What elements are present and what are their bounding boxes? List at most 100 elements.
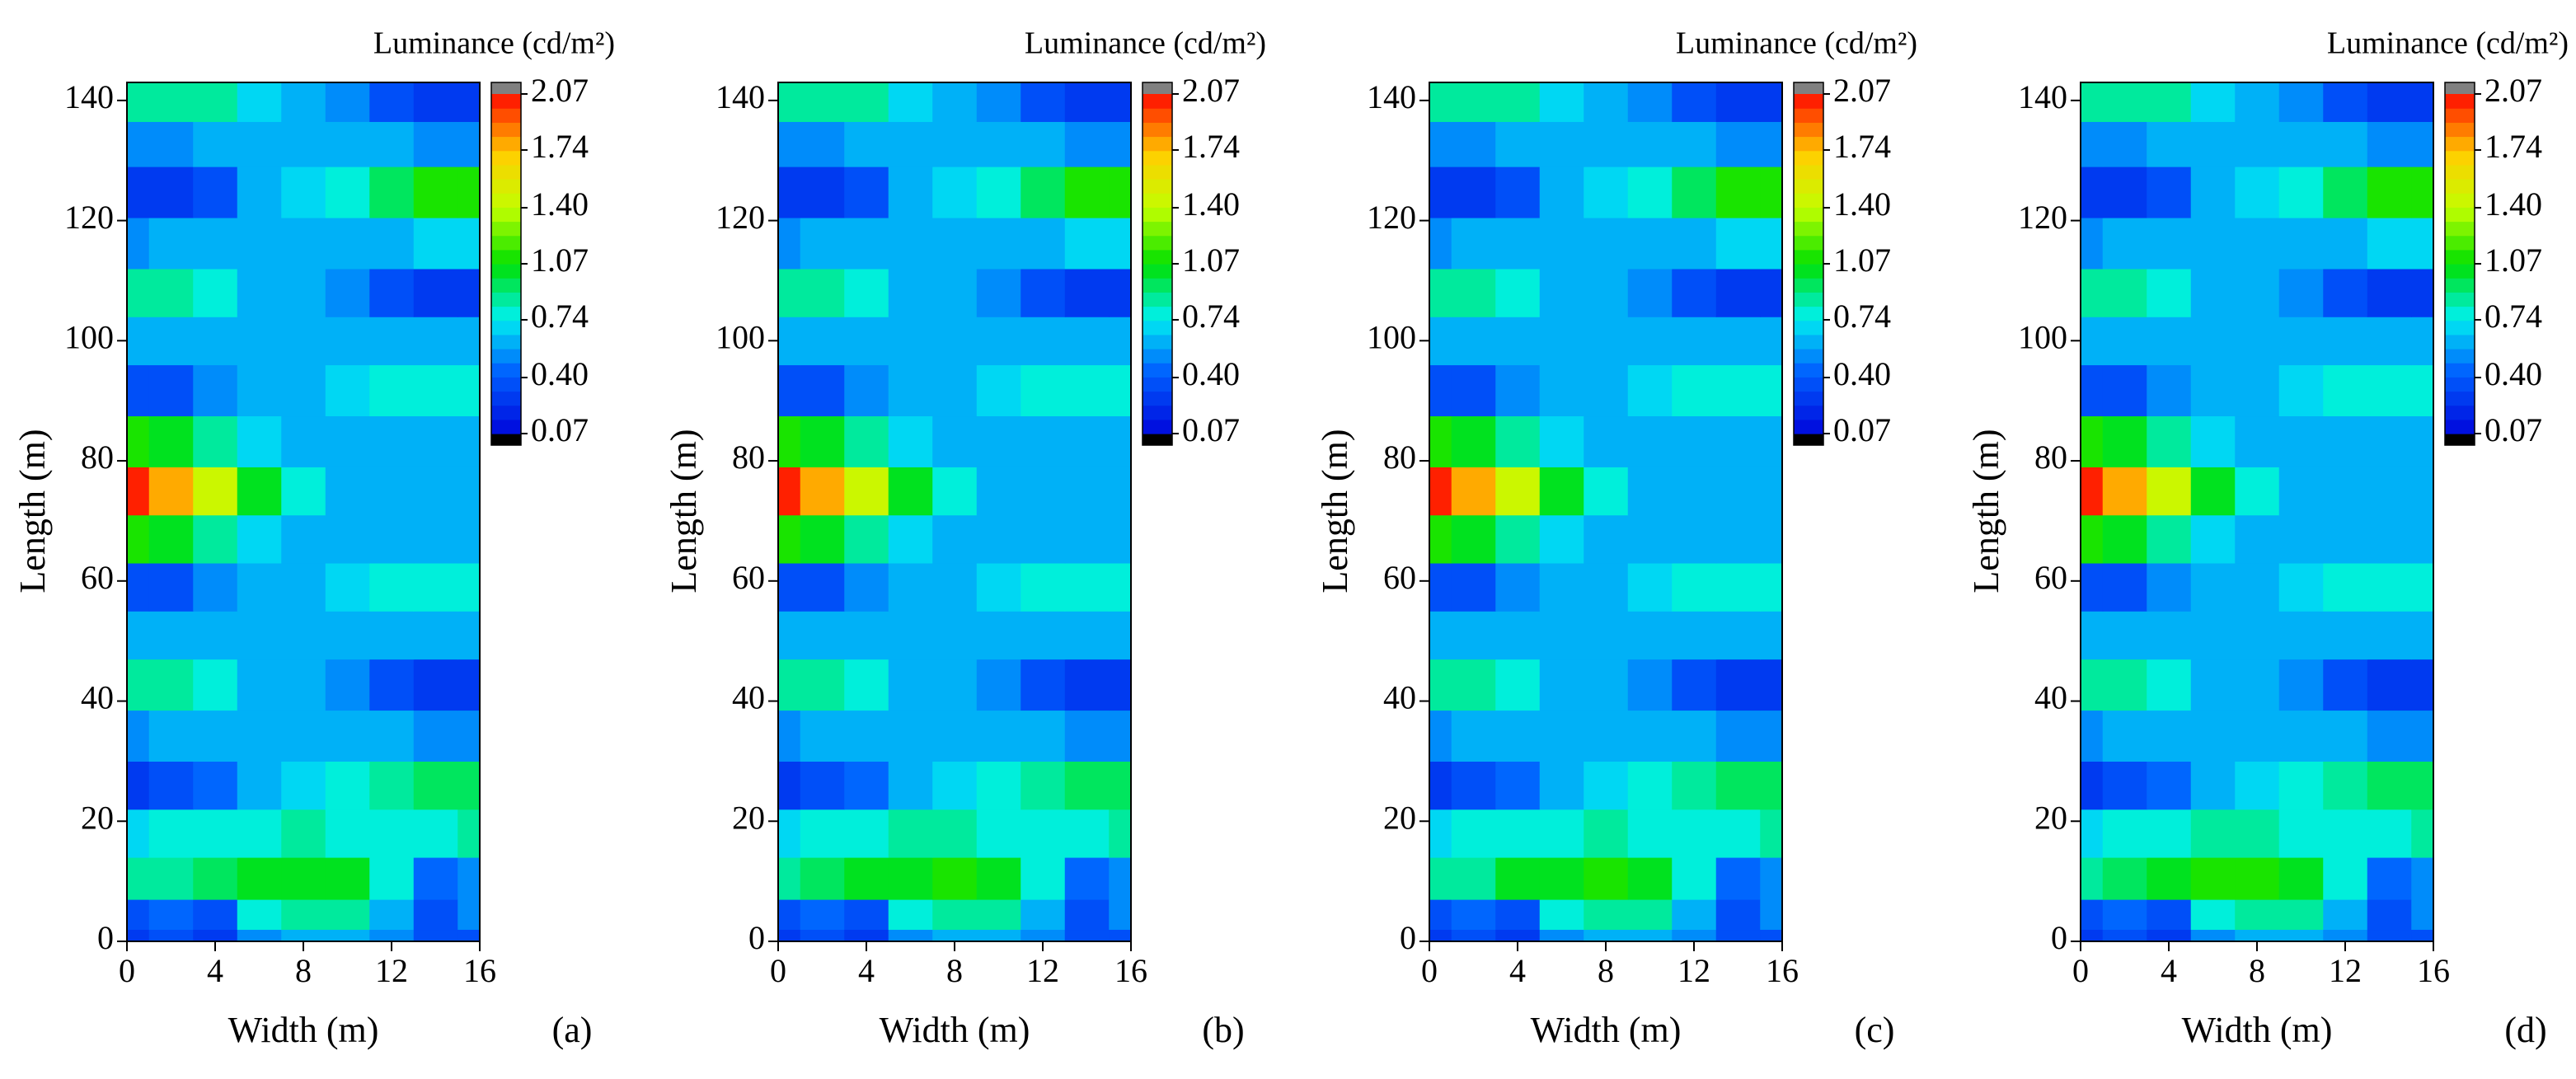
y-tick-label: 100 bbox=[64, 319, 114, 356]
contour-cell bbox=[1021, 611, 1066, 660]
contour-cell bbox=[1064, 317, 1110, 366]
contour-cell bbox=[2081, 562, 2104, 612]
contour-cell bbox=[1429, 217, 1452, 270]
contour-cell bbox=[888, 809, 933, 858]
contour-cell bbox=[1021, 809, 1066, 858]
colorbar-level bbox=[491, 391, 521, 406]
contour-cell bbox=[2102, 217, 2147, 270]
x-tick-label: 16 bbox=[2417, 952, 2450, 989]
contour-cell bbox=[2278, 217, 2324, 270]
colorbar-tick-label: 0.40 bbox=[2485, 355, 2542, 392]
colorbar-level bbox=[1794, 278, 1823, 293]
contour-cell bbox=[2323, 167, 2368, 218]
contour-cell bbox=[2147, 929, 2192, 942]
contour-cell bbox=[1584, 167, 1629, 218]
contour-cell bbox=[1451, 121, 1496, 167]
contour-cell bbox=[1584, 467, 1629, 516]
contour-cell bbox=[2411, 268, 2434, 317]
contour-cell bbox=[2147, 467, 2192, 516]
y-tick-label: 140 bbox=[716, 78, 765, 115]
contour-cell bbox=[1109, 364, 1132, 417]
contour-cell bbox=[148, 562, 194, 612]
contour-cell bbox=[1672, 364, 1717, 417]
contour-cell bbox=[237, 809, 282, 858]
contour-cell bbox=[1064, 659, 1110, 711]
contour-cell bbox=[325, 898, 370, 931]
contour-cell bbox=[2367, 364, 2412, 417]
colorbar-tick-label: 1.74 bbox=[1833, 128, 1891, 165]
contour-cell bbox=[1627, 710, 1673, 762]
contour-cell bbox=[2102, 121, 2147, 167]
contour-cell bbox=[844, 514, 889, 564]
contour-cell bbox=[976, 611, 1021, 660]
contour-cell bbox=[2235, 856, 2280, 900]
contour-cell bbox=[193, 268, 238, 317]
contour-cell bbox=[2235, 82, 2280, 122]
contour-cell bbox=[932, 217, 978, 270]
x-tick-label: 8 bbox=[946, 952, 963, 989]
contour-cell bbox=[1451, 514, 1496, 564]
contour-cell bbox=[2190, 217, 2236, 270]
contour-cell bbox=[281, 761, 326, 810]
contour-cell bbox=[1539, 856, 1584, 900]
contour-cell bbox=[1451, 268, 1496, 317]
contour-cell bbox=[1672, 929, 1717, 942]
colorbar-level bbox=[2445, 221, 2475, 237]
contour-cell bbox=[2102, 856, 2147, 900]
contour-cell bbox=[148, 710, 194, 762]
contour-cell bbox=[1451, 364, 1496, 417]
colorbar-tick-label: 0.07 bbox=[1182, 411, 1240, 448]
contour-cell bbox=[1021, 710, 1066, 762]
contour-cell bbox=[2278, 514, 2324, 564]
contour-cell bbox=[1584, 217, 1629, 270]
contour-cell bbox=[2367, 611, 2412, 660]
contour-cell bbox=[800, 268, 845, 317]
contour-cell bbox=[888, 167, 933, 218]
contour-cell bbox=[2235, 514, 2280, 564]
colorbar-level bbox=[1794, 292, 1823, 307]
colorbar-tick-label: 1.40 bbox=[1833, 185, 1891, 223]
contour-cell bbox=[932, 898, 978, 931]
contour-cell bbox=[413, 856, 458, 900]
contour-cell bbox=[1021, 167, 1066, 218]
contour-cell bbox=[2278, 898, 2324, 931]
contour-cell bbox=[413, 121, 458, 167]
contour-cell bbox=[2147, 809, 2192, 858]
contour-cell bbox=[457, 364, 481, 417]
colorbar-tick-label: 1.40 bbox=[2485, 185, 2542, 223]
contour-cell bbox=[1064, 121, 1110, 167]
colorbar-level bbox=[1143, 193, 1172, 208]
contour-cell bbox=[237, 415, 282, 467]
contour-cell bbox=[2411, 809, 2434, 858]
contour-cell bbox=[193, 317, 238, 366]
contour-cell bbox=[2190, 659, 2236, 711]
x-tick-label: 0 bbox=[1421, 952, 1438, 989]
contour-cell bbox=[281, 415, 326, 467]
contour-cell bbox=[778, 317, 801, 366]
colorbar-level bbox=[1143, 391, 1172, 406]
colorbar-tick-label: 0.40 bbox=[1182, 355, 1240, 392]
contour-cell bbox=[844, 82, 889, 122]
contour-cell bbox=[2323, 514, 2368, 564]
contour-cell bbox=[457, 562, 481, 612]
contour-cell bbox=[2235, 898, 2280, 931]
contour-cell bbox=[1672, 121, 1717, 167]
contour-cell bbox=[325, 317, 370, 366]
contour-cell bbox=[1672, 710, 1717, 762]
contour-cell bbox=[1429, 317, 1452, 366]
contour-cell bbox=[2190, 611, 2236, 660]
y-tick-label: 80 bbox=[81, 439, 114, 476]
colorbar-level bbox=[2445, 363, 2475, 378]
contour-cell bbox=[369, 898, 415, 931]
y-tick-label: 0 bbox=[748, 919, 765, 956]
contour-cell bbox=[1064, 809, 1110, 858]
contour-cell bbox=[2190, 415, 2236, 467]
contour-cell bbox=[1760, 364, 1783, 417]
contour-cell bbox=[1429, 761, 1452, 810]
contour-cell bbox=[1584, 121, 1629, 167]
contour-cell bbox=[369, 710, 415, 762]
contour-cell bbox=[1715, 761, 1761, 810]
colorbar-level bbox=[1794, 108, 1823, 123]
contour-cell bbox=[2147, 268, 2192, 317]
contour-cell bbox=[1627, 856, 1673, 900]
